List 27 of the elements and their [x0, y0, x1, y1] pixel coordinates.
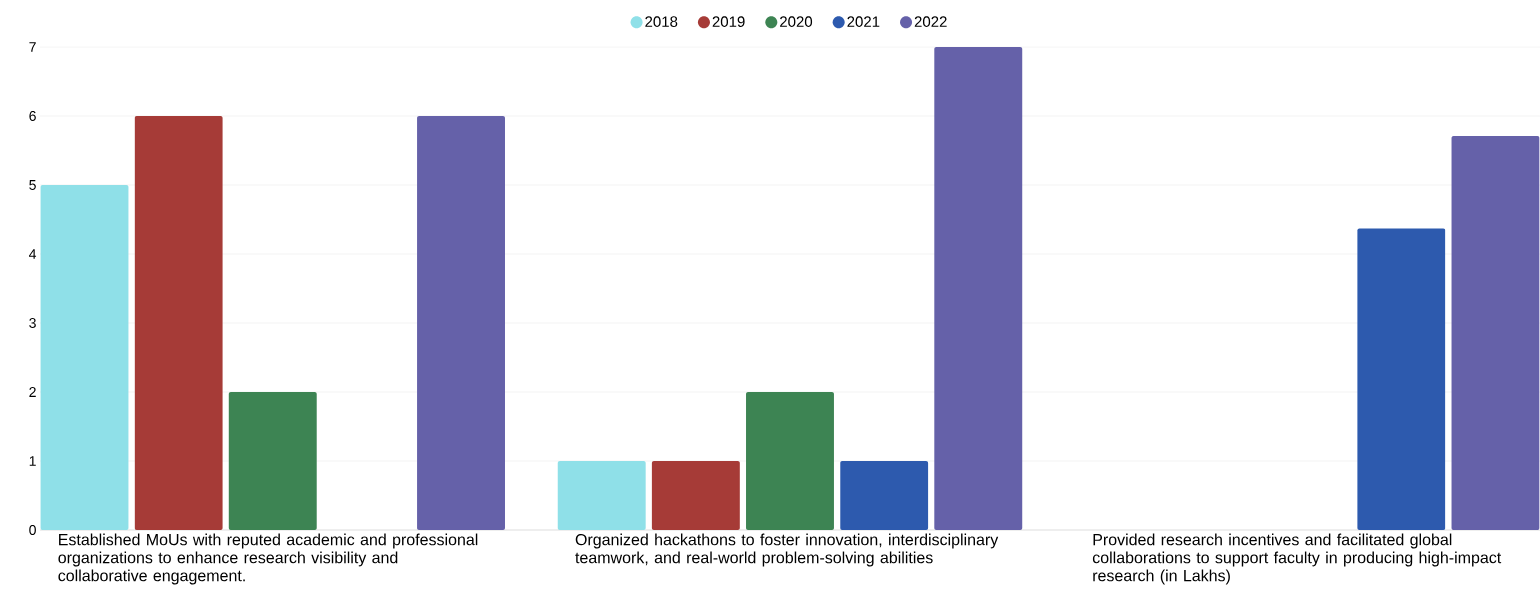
bar — [934, 47, 1023, 530]
x-tick-label: Organized hackathons to foster innovation, interdisciplinary teamwork, and real-world problem-solving abilities — [575, 533, 999, 567]
bar — [40, 185, 129, 530]
x-tick-label: Provided research incentives and facilitated global collaborations to support faculty in producing high-impact research (in Lakhs) — [1092, 533, 1502, 585]
bar — [651, 461, 740, 530]
y-tick-label: 6 — [29, 111, 36, 121]
y-tick-label: 5 — [29, 180, 36, 190]
bar — [557, 461, 646, 530]
y-tick-label: 4 — [29, 249, 37, 259]
legend-label: 2021 — [847, 16, 880, 27]
bar — [134, 116, 223, 530]
x-tick-label: Established MoUs with reputed academic and professional organizations to enhance research visibility and collaborative engagement. — [58, 533, 478, 585]
y-tick-label: 7 — [29, 42, 36, 52]
y-tick-label: 0 — [29, 525, 36, 535]
bar — [1451, 136, 1540, 530]
bar — [417, 116, 505, 530]
y-tick-label: 3 — [29, 318, 36, 328]
bar — [840, 461, 929, 530]
y-tick-label: 2 — [29, 387, 36, 397]
legend-label: 2019 — [712, 16, 745, 27]
y-tick-label: 1 — [29, 456, 36, 466]
bar — [746, 392, 834, 530]
bar — [228, 392, 317, 530]
legend-label: 2022 — [914, 16, 947, 27]
legend-label: 2020 — [780, 16, 813, 27]
bar — [1357, 228, 1446, 530]
legend-label: 2018 — [645, 16, 678, 27]
